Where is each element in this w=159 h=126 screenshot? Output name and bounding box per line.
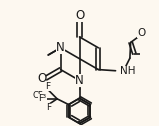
Text: O: O [37, 72, 46, 85]
Text: F: F [38, 94, 43, 103]
Text: O: O [75, 9, 84, 22]
Text: F: F [45, 82, 51, 91]
Text: CF₃: CF₃ [33, 91, 47, 100]
Text: F: F [47, 103, 52, 113]
Text: N: N [56, 41, 65, 54]
Text: N: N [75, 74, 84, 87]
Text: O: O [137, 28, 145, 38]
Text: NH: NH [120, 66, 136, 76]
